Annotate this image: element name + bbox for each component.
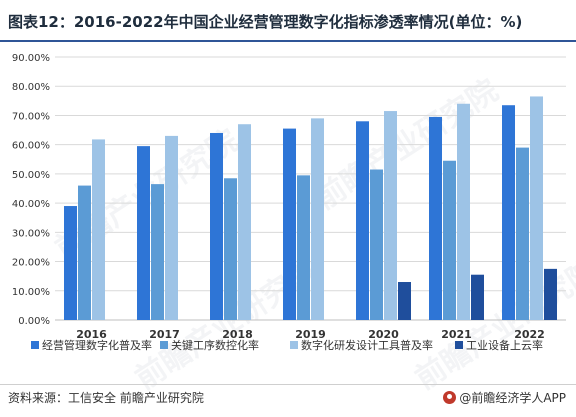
bar-chart: 0.00% 10.00% 20.00% 30.00% 40.00% 50.00% 60.00…: [12, 53, 566, 352]
bar: [311, 118, 324, 320]
footer-divider: [0, 384, 576, 385]
legend-swatch: [31, 341, 39, 349]
y-tick-label: 70.00%: [12, 111, 50, 122]
bar: [224, 178, 237, 320]
bar: [238, 124, 251, 320]
bar: [165, 135, 178, 320]
y-tick-label: 90.00%: [12, 53, 50, 64]
y-tick-label: 80.00%: [12, 82, 50, 93]
chart-title: 图表12：2016-2022年中国企业经营管理数字化指标渗透率情况(单位：%): [8, 13, 523, 31]
bar: [398, 282, 411, 320]
y-tick-label: 50.00%: [12, 170, 50, 181]
bar: [544, 268, 557, 320]
bar: [516, 147, 529, 320]
legend-label: 经营管理数字化普及率: [42, 338, 152, 352]
bar: [64, 206, 77, 320]
bar: [210, 132, 223, 320]
brand-logo-icon: [443, 391, 457, 404]
title-divider: [0, 40, 576, 42]
x-tick-label: 2021: [441, 328, 472, 341]
bar: [92, 139, 105, 320]
x-tick-label: 2018: [222, 328, 253, 341]
y-tick-label: 60.00%: [12, 141, 50, 152]
bar: [356, 121, 369, 321]
legend-swatch: [455, 341, 463, 349]
bar: [530, 96, 543, 320]
bar: [137, 146, 150, 320]
bar: [502, 105, 515, 320]
bar: [78, 185, 91, 320]
x-tick-label: 2019: [295, 328, 326, 341]
legend-swatch: [160, 341, 168, 349]
y-tick-label: 20.00%: [12, 258, 50, 269]
legend-label: 关键工序数控化率: [171, 338, 259, 352]
bar: [443, 160, 456, 320]
bar: [297, 175, 310, 320]
brand-text: @前瞻经济学人APP: [459, 391, 566, 405]
bar: [370, 169, 383, 320]
x-tick-label: 2017: [149, 328, 180, 341]
y-tick-label: 10.00%: [12, 287, 50, 298]
legend-label: 数字化研发设计工具普及率: [301, 338, 433, 352]
bar: [457, 103, 470, 320]
x-tick-label: 2020: [368, 328, 399, 341]
x-tick-label: 2022: [514, 328, 545, 341]
brand-credit: @前瞻经济学人APP: [443, 389, 566, 406]
bar: [471, 274, 484, 320]
legend-swatch: [290, 341, 298, 349]
bar: [384, 111, 397, 320]
bar: [429, 116, 442, 321]
x-tick-label: 2016: [76, 328, 107, 341]
y-tick-label: 30.00%: [12, 228, 50, 239]
y-tick-label: 40.00%: [12, 199, 50, 210]
legend-label: 工业设备上云率: [466, 338, 543, 352]
bar: [283, 128, 296, 320]
source-note: 资料来源：工信安全 前瞻产业研究院: [8, 391, 204, 405]
bar: [151, 184, 164, 320]
y-tick-label: 0.00%: [18, 316, 50, 327]
